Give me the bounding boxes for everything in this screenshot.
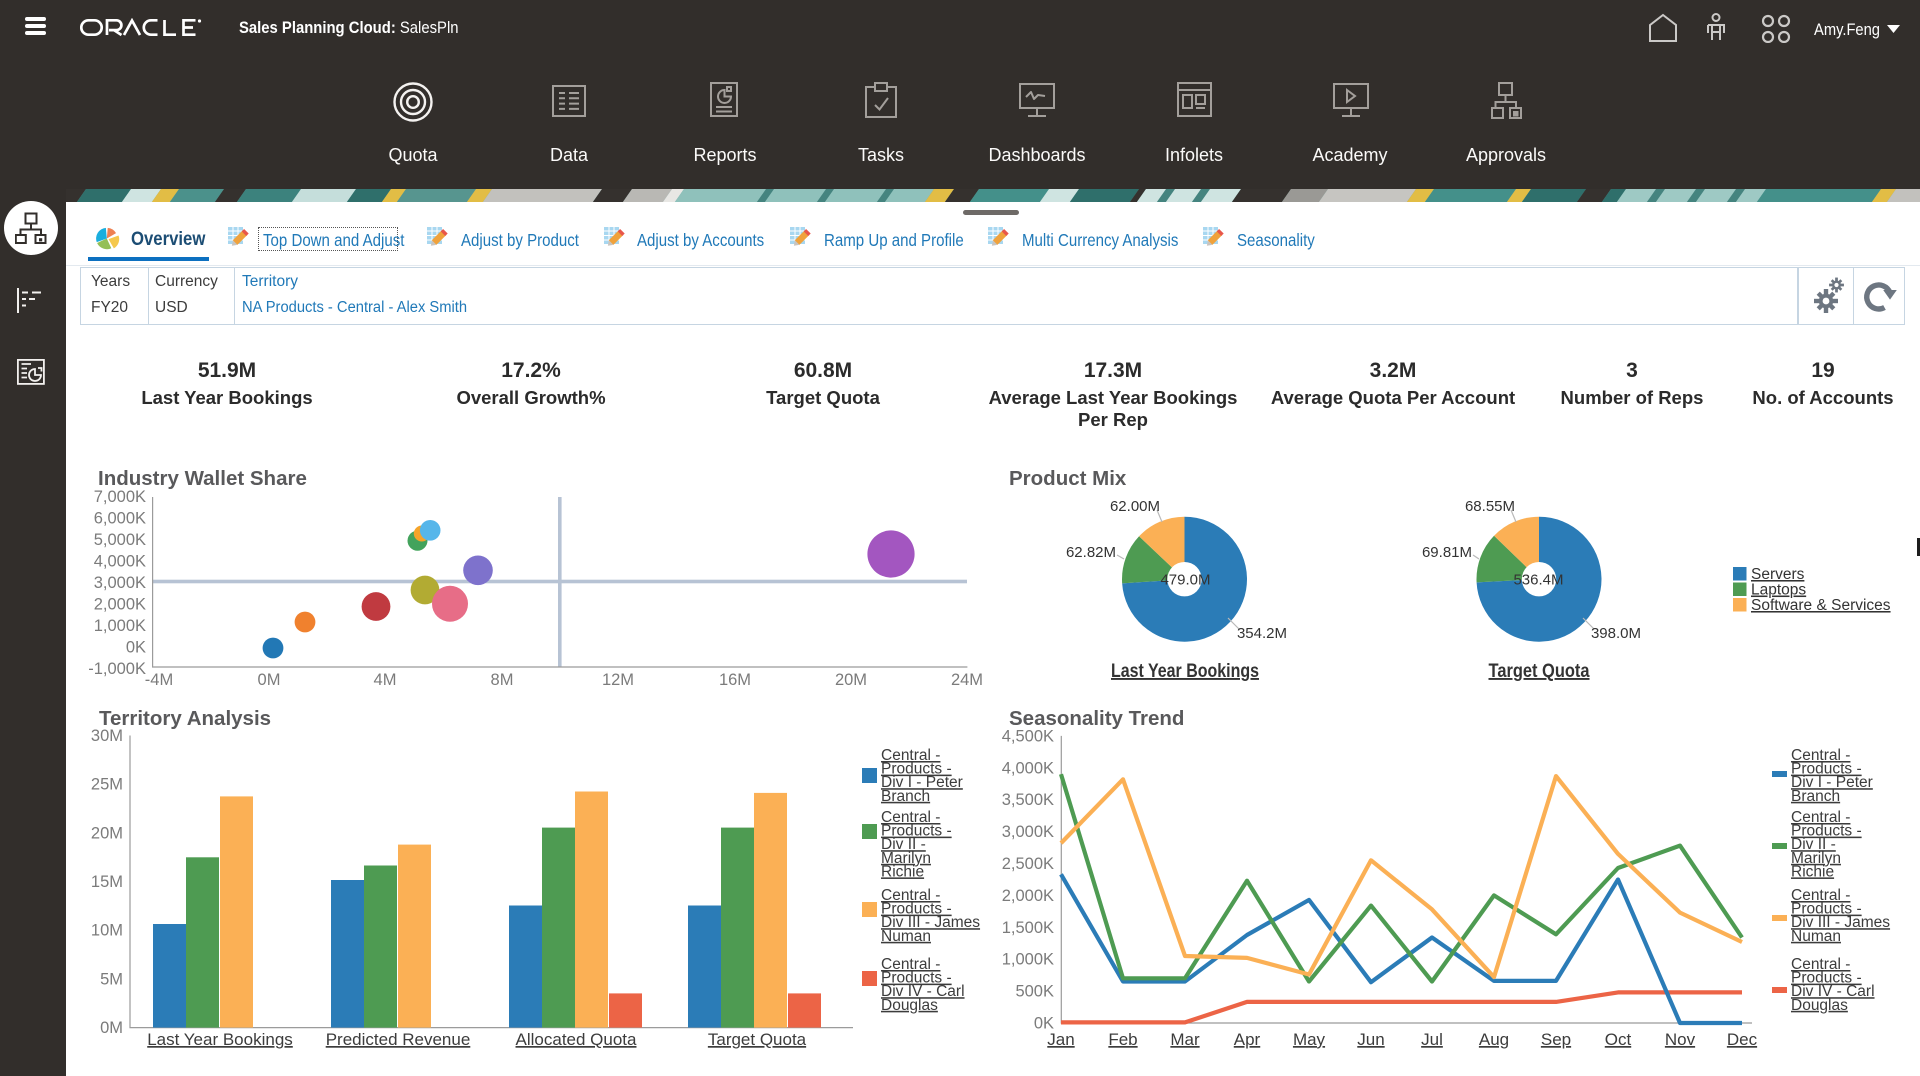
svg-text:7,000K: 7,000K: [94, 488, 146, 506]
svg-text:Numan: Numan: [881, 928, 931, 945]
svg-text:Central -: Central -: [881, 809, 940, 826]
svg-text:-4M: -4M: [145, 671, 173, 689]
svg-text:Last Year Bookings: Last Year Bookings: [147, 1030, 293, 1049]
svg-text:Central -: Central -: [881, 747, 940, 764]
svg-text:Feb: Feb: [1108, 1030, 1137, 1049]
svg-text:Central -: Central -: [881, 956, 940, 973]
svg-text:3,500K: 3,500K: [1002, 791, 1054, 809]
svg-text:16M: 16M: [719, 671, 751, 689]
svg-text:500K: 500K: [1015, 983, 1054, 1001]
svg-text:Richie: Richie: [1791, 863, 1834, 880]
svg-text:0M: 0M: [100, 1019, 123, 1037]
svg-text:May: May: [1293, 1030, 1326, 1049]
svg-text:Products -: Products -: [881, 970, 952, 987]
svg-text:Div III - James: Div III - James: [881, 914, 980, 931]
svg-text:Products -: Products -: [1791, 761, 1862, 778]
svg-text:Branch: Branch: [881, 788, 930, 805]
svg-text:5M: 5M: [100, 970, 123, 988]
svg-text:Div I - Peter: Div I - Peter: [881, 774, 963, 791]
svg-text:Douglas: Douglas: [1791, 997, 1848, 1014]
svg-text:20M: 20M: [835, 671, 867, 689]
svg-text:Target Quota: Target Quota: [1489, 661, 1590, 682]
svg-text:Products -: Products -: [1791, 901, 1862, 918]
svg-text:5,000K: 5,000K: [94, 531, 146, 549]
svg-text:30M: 30M: [91, 727, 123, 745]
svg-text:Central -: Central -: [1791, 956, 1850, 973]
svg-text:Products -: Products -: [881, 901, 952, 918]
svg-text:Jun: Jun: [1357, 1030, 1384, 1049]
svg-text:536.4M: 536.4M: [1513, 572, 1563, 589]
svg-text:1,000K: 1,000K: [1002, 951, 1054, 969]
svg-text:Div II -: Div II -: [1791, 836, 1836, 853]
svg-text:Central -: Central -: [1791, 747, 1850, 764]
svg-text:12M: 12M: [602, 671, 634, 689]
svg-text:Aug: Aug: [1479, 1030, 1509, 1049]
svg-text:62.00M: 62.00M: [1110, 498, 1160, 515]
svg-text:69.81M: 69.81M: [1422, 544, 1472, 561]
svg-text:Jul: Jul: [1421, 1030, 1443, 1049]
svg-text:Oct: Oct: [1605, 1030, 1632, 1049]
svg-text:Central -: Central -: [881, 887, 940, 904]
svg-text:Branch: Branch: [1791, 788, 1840, 805]
svg-text:Dec: Dec: [1727, 1030, 1758, 1049]
svg-text:Apr: Apr: [1234, 1030, 1261, 1049]
svg-text:Richie: Richie: [881, 863, 924, 880]
svg-text:354.2M: 354.2M: [1237, 625, 1287, 642]
svg-text:-1,000K: -1,000K: [88, 660, 146, 678]
svg-text:1,500K: 1,500K: [1002, 919, 1054, 937]
svg-text:Mar: Mar: [1170, 1030, 1200, 1049]
svg-text:4M: 4M: [374, 671, 397, 689]
svg-text:4,000K: 4,000K: [1002, 759, 1054, 777]
svg-text:4,500K: 4,500K: [1002, 727, 1054, 745]
svg-text:Target Quota: Target Quota: [708, 1030, 807, 1049]
svg-text:Nov: Nov: [1665, 1030, 1696, 1049]
svg-text:2,000K: 2,000K: [1002, 887, 1054, 905]
svg-text:Software & Services: Software & Services: [1751, 597, 1891, 614]
svg-text:68.55M: 68.55M: [1465, 498, 1515, 515]
svg-text:Central -: Central -: [1791, 887, 1850, 904]
svg-text:24M: 24M: [951, 671, 983, 689]
svg-text:2,000K: 2,000K: [94, 596, 146, 614]
svg-text:25M: 25M: [91, 776, 123, 794]
svg-text:Products -: Products -: [881, 761, 952, 778]
svg-text:Div IV - Carl: Div IV - Carl: [1791, 983, 1875, 1000]
svg-text:0K: 0K: [126, 639, 146, 657]
svg-text:Douglas: Douglas: [881, 997, 938, 1014]
svg-text:Marilyn: Marilyn: [881, 850, 931, 867]
svg-text:Predicted Revenue: Predicted Revenue: [326, 1030, 471, 1049]
svg-text:Products -: Products -: [1791, 970, 1862, 987]
svg-text:3,000K: 3,000K: [94, 574, 146, 592]
svg-text:Servers: Servers: [1751, 566, 1805, 583]
svg-text:15M: 15M: [91, 873, 123, 891]
svg-text:Amy.Feng: Amy.Feng: [1814, 20, 1880, 39]
svg-text:Div III - James: Div III - James: [1791, 914, 1890, 931]
svg-text:62.82M: 62.82M: [1066, 544, 1116, 561]
svg-text:Div II -: Div II -: [881, 836, 926, 853]
svg-text:2,500K: 2,500K: [1002, 855, 1054, 873]
svg-text:Allocated Quota: Allocated Quota: [516, 1030, 638, 1049]
svg-text:Sep: Sep: [1541, 1030, 1571, 1049]
svg-text:0M: 0M: [258, 671, 281, 689]
svg-text:398.0M: 398.0M: [1591, 625, 1641, 642]
svg-text:4,000K: 4,000K: [94, 553, 146, 571]
svg-text:Laptops: Laptops: [1751, 582, 1806, 599]
svg-text:Numan: Numan: [1791, 928, 1841, 945]
svg-text:Products -: Products -: [881, 823, 952, 840]
svg-text:Jan: Jan: [1047, 1030, 1074, 1049]
svg-text:Last Year Bookings: Last Year Bookings: [1111, 661, 1259, 682]
svg-text:Central -: Central -: [1791, 809, 1850, 826]
svg-text:479.0M: 479.0M: [1160, 572, 1210, 589]
svg-text:3,000K: 3,000K: [1002, 823, 1054, 841]
svg-text:1,000K: 1,000K: [94, 617, 146, 635]
svg-text:Div IV - Carl: Div IV - Carl: [881, 983, 965, 1000]
svg-text:Products -: Products -: [1791, 823, 1862, 840]
svg-text:8M: 8M: [491, 671, 514, 689]
svg-text:10M: 10M: [91, 922, 123, 940]
svg-text:Div I - Peter: Div I - Peter: [1791, 774, 1873, 791]
svg-text:20M: 20M: [91, 824, 123, 842]
svg-text:Marilyn: Marilyn: [1791, 850, 1841, 867]
svg-text:6,000K: 6,000K: [94, 510, 146, 528]
svg-text:0K: 0K: [1034, 1015, 1054, 1033]
